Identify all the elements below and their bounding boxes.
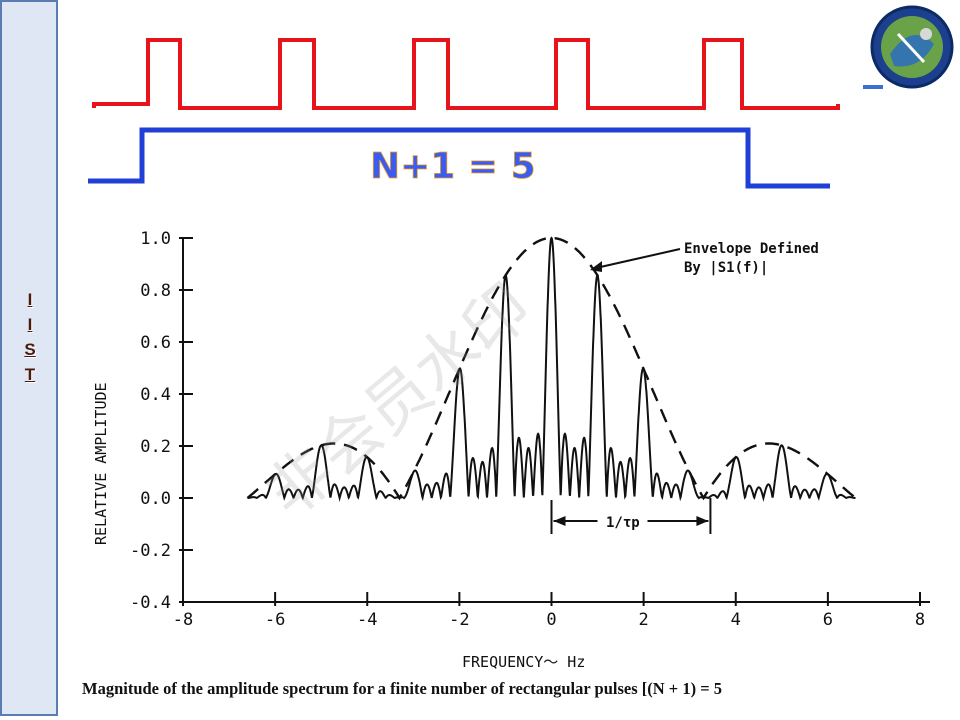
- y-tick-label: 0.6: [140, 333, 171, 353]
- figure-caption: Magnitude of the amplitude spectrum for …: [82, 679, 722, 698]
- x-tick-label: 8: [915, 610, 925, 630]
- envelope-annotation: Envelope Defined: [684, 241, 819, 257]
- x-tick-label: 6: [823, 610, 833, 630]
- watermark: 非会员水印: [253, 270, 546, 532]
- x-axis-title: FREQUENCY～ Hz: [462, 653, 585, 671]
- logo-dash: [863, 85, 883, 89]
- x-tick-label: -8: [173, 610, 193, 630]
- pulse-count-label: N+1 = 5: [370, 146, 536, 187]
- x-tick-label: 0: [546, 610, 556, 630]
- annotation-arrowhead: [590, 261, 602, 272]
- sidebar: I I S T: [0, 0, 58, 716]
- sidebar-letters: I I S T: [2, 287, 58, 387]
- x-tick-label: -4: [357, 610, 377, 630]
- envelope-annotation-line2: By |S1(f)|: [684, 260, 768, 276]
- y-tick-label: -0.2: [130, 541, 171, 561]
- sidebar-letter: S: [24, 340, 36, 359]
- sidebar-letter: T: [24, 365, 36, 384]
- interval-right-arrowhead: [696, 516, 709, 526]
- interval-label: 1/τp: [606, 515, 640, 531]
- y-tick-label: 0.4: [140, 385, 171, 405]
- y-tick-label: 0.2: [140, 437, 171, 457]
- x-tick-label: 2: [639, 610, 649, 630]
- y-axis-title: RELATIVE AMPLITUDE: [92, 382, 110, 545]
- annotation-arrow: [595, 248, 681, 269]
- pulse-diagram: N+1 = 5: [88, 38, 840, 189]
- window-pulse: [88, 127, 830, 189]
- y-tick-label: 0.8: [140, 281, 171, 301]
- x-tick-label: -6: [265, 610, 285, 630]
- y-tick-label: -0.4: [130, 593, 171, 613]
- iist-logo-icon: [870, 5, 954, 89]
- y-tick-label: 0.0: [140, 489, 171, 509]
- interval-left-arrowhead: [553, 516, 566, 526]
- envelope-curve: [246, 236, 857, 501]
- x-tick-label: 4: [731, 610, 741, 630]
- pulse-train: [92, 38, 840, 110]
- x-tick-label: -2: [449, 610, 469, 630]
- sidebar-letter: I: [27, 315, 33, 334]
- y-tick-label: 1.0: [140, 229, 171, 249]
- sidebar-letter: I: [27, 290, 33, 309]
- spectrum-curve: [247, 236, 856, 502]
